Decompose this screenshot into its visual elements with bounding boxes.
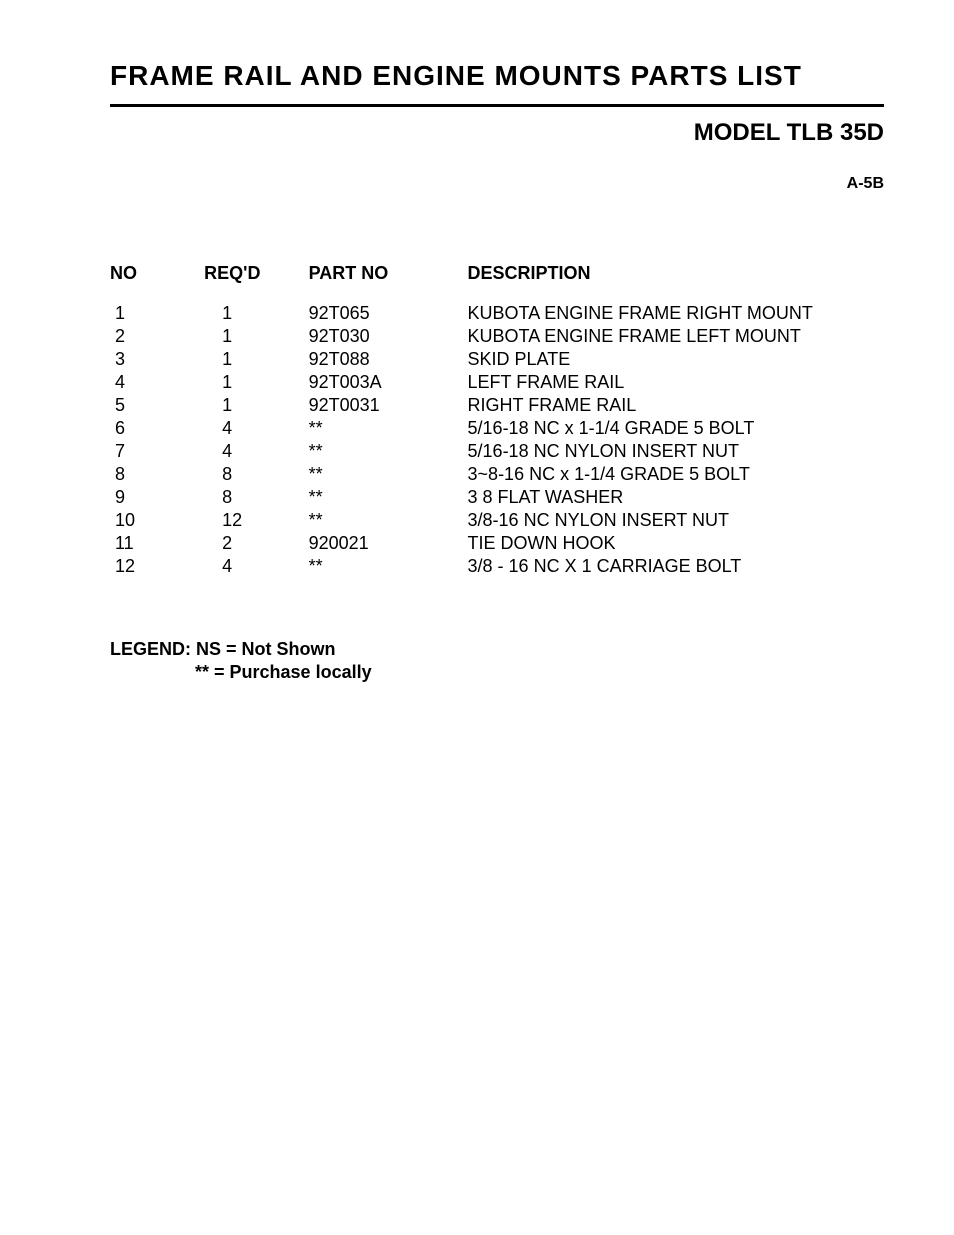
cell-desc: 5/16-18 NC x 1-1/4 GRADE 5 BOLT bbox=[468, 417, 884, 440]
table-row: 124**3/8 - 16 NC X 1 CARRIAGE BOLT bbox=[110, 555, 884, 578]
cell-partno: 92T065 bbox=[309, 302, 468, 325]
cell-reqd: 8 bbox=[204, 486, 308, 509]
cell-no: 11 bbox=[110, 532, 204, 555]
cell-reqd: 2 bbox=[204, 532, 308, 555]
cell-no: 5 bbox=[110, 394, 204, 417]
cell-no: 6 bbox=[110, 417, 204, 440]
cell-no: 12 bbox=[110, 555, 204, 578]
cell-no: 3 bbox=[110, 348, 204, 371]
cell-reqd: 1 bbox=[204, 394, 308, 417]
cell-partno: 92T030 bbox=[309, 325, 468, 348]
table-row: 4192T003ALEFT FRAME RAIL bbox=[110, 371, 884, 394]
cell-partno: ** bbox=[309, 509, 468, 532]
cell-partno: ** bbox=[309, 463, 468, 486]
table-row: 3192T088SKID PLATE bbox=[110, 348, 884, 371]
cell-no: 8 bbox=[110, 463, 204, 486]
cell-reqd: 8 bbox=[204, 463, 308, 486]
cell-desc: LEFT FRAME RAIL bbox=[468, 371, 884, 394]
cell-desc: 3/8-16 NC NYLON INSERT NUT bbox=[468, 509, 884, 532]
cell-reqd: 4 bbox=[204, 417, 308, 440]
page-title: FRAME RAIL AND ENGINE MOUNTS PARTS LIST bbox=[110, 60, 884, 107]
cell-desc: KUBOTA ENGINE FRAME LEFT MOUNT bbox=[468, 325, 884, 348]
cell-reqd: 1 bbox=[204, 371, 308, 394]
cell-desc: 3/8 - 16 NC X 1 CARRIAGE BOLT bbox=[468, 555, 884, 578]
cell-partno: ** bbox=[309, 555, 468, 578]
header-no: NO bbox=[110, 263, 204, 302]
table-row: 2192T030KUBOTA ENGINE FRAME LEFT MOUNT bbox=[110, 325, 884, 348]
cell-partno: 92T088 bbox=[309, 348, 468, 371]
cell-partno: 92T0031 bbox=[309, 394, 468, 417]
table-body: 1192T065KUBOTA ENGINE FRAME RIGHT MOUNT … bbox=[110, 302, 884, 578]
cell-no: 1 bbox=[110, 302, 204, 325]
table-row: 1012**3/8-16 NC NYLON INSERT NUT bbox=[110, 509, 884, 532]
cell-no: 10 bbox=[110, 509, 204, 532]
table-row: 1192T065KUBOTA ENGINE FRAME RIGHT MOUNT bbox=[110, 302, 884, 325]
cell-no: 4 bbox=[110, 371, 204, 394]
cell-reqd: 1 bbox=[204, 325, 308, 348]
parts-table: NO REQ'D PART NO DESCRIPTION 1192T065KUB… bbox=[110, 263, 884, 578]
page-code: A-5B bbox=[110, 175, 884, 193]
cell-no: 2 bbox=[110, 325, 204, 348]
cell-partno: 920021 bbox=[309, 532, 468, 555]
cell-desc: KUBOTA ENGINE FRAME RIGHT MOUNT bbox=[468, 302, 884, 325]
table-row: 5192T0031RIGHT FRAME RAIL bbox=[110, 394, 884, 417]
legend-line2: ** = Purchase locally bbox=[110, 661, 884, 684]
header-partno: PART NO bbox=[309, 263, 468, 302]
cell-desc: 3 8 FLAT WASHER bbox=[468, 486, 884, 509]
cell-reqd: 4 bbox=[204, 440, 308, 463]
cell-desc: 5/16-18 NC NYLON INSERT NUT bbox=[468, 440, 884, 463]
cell-desc: SKID PLATE bbox=[468, 348, 884, 371]
cell-desc: RIGHT FRAME RAIL bbox=[468, 394, 884, 417]
legend-line1: LEGEND: NS = Not Shown bbox=[110, 638, 884, 661]
cell-desc: 3~8-16 NC x 1-1/4 GRADE 5 BOLT bbox=[468, 463, 884, 486]
cell-reqd: 1 bbox=[204, 302, 308, 325]
cell-partno: ** bbox=[309, 417, 468, 440]
table-row: 88**3~8-16 NC x 1-1/4 GRADE 5 BOLT bbox=[110, 463, 884, 486]
model-label: MODEL TLB 35D bbox=[110, 119, 884, 147]
cell-no: 7 bbox=[110, 440, 204, 463]
cell-partno: ** bbox=[309, 486, 468, 509]
cell-desc: TIE DOWN HOOK bbox=[468, 532, 884, 555]
cell-reqd: 12 bbox=[204, 509, 308, 532]
legend: LEGEND: NS = Not Shown ** = Purchase loc… bbox=[110, 638, 884, 685]
cell-partno: ** bbox=[309, 440, 468, 463]
header-reqd: REQ'D bbox=[204, 263, 308, 302]
header-desc: DESCRIPTION bbox=[468, 263, 884, 302]
table-row: 74**5/16-18 NC NYLON INSERT NUT bbox=[110, 440, 884, 463]
cell-reqd: 1 bbox=[204, 348, 308, 371]
cell-no: 9 bbox=[110, 486, 204, 509]
table-row: 112920021TIE DOWN HOOK bbox=[110, 532, 884, 555]
table-header-row: NO REQ'D PART NO DESCRIPTION bbox=[110, 263, 884, 302]
table-row: 64**5/16-18 NC x 1-1/4 GRADE 5 BOLT bbox=[110, 417, 884, 440]
cell-reqd: 4 bbox=[204, 555, 308, 578]
cell-partno: 92T003A bbox=[309, 371, 468, 394]
table-row: 98**3 8 FLAT WASHER bbox=[110, 486, 884, 509]
